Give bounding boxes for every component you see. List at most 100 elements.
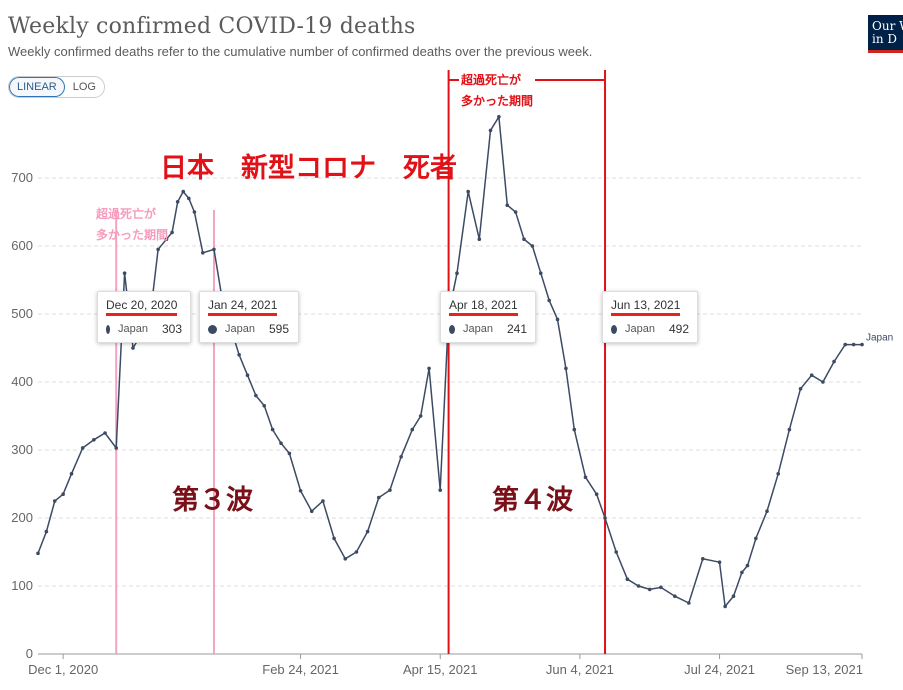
data-point <box>354 550 359 554</box>
data-point <box>92 438 96 442</box>
chart-subtitle: Weekly confirmed deaths refer to the cum… <box>8 44 593 59</box>
excess-pink-line2: 多かった期間 <box>96 228 169 242</box>
data-point <box>192 210 197 214</box>
data-point <box>776 472 781 476</box>
data-point <box>201 251 205 255</box>
data-point <box>170 230 174 235</box>
data-point <box>388 488 392 492</box>
annotation-wave4: 第４波 <box>492 485 573 516</box>
data-point <box>700 557 705 561</box>
data-point <box>740 570 744 575</box>
data-point <box>156 247 160 252</box>
annotation-excess-pink: 超過死亡が 多かった期間 <box>96 204 168 246</box>
x-tick-label: Sep 13, 2021 <box>786 662 863 677</box>
data-point <box>262 404 267 408</box>
data-point <box>765 509 769 513</box>
data-point <box>80 446 85 450</box>
excess-pink-line1: 超過死亡が <box>96 207 157 221</box>
log-scale-button[interactable]: LOG <box>72 81 96 93</box>
excess-red-line2: 多かった期間 <box>461 94 534 108</box>
data-point <box>522 237 526 241</box>
y-tick-label: 400 <box>11 374 33 389</box>
data-point <box>538 271 543 276</box>
tooltip-value: 241 <box>506 322 527 336</box>
data-point <box>594 492 599 497</box>
data-point <box>298 489 303 493</box>
series-color-dot <box>611 324 617 334</box>
data-point <box>659 585 663 590</box>
data-point <box>832 359 836 364</box>
data-point <box>254 393 258 398</box>
data-point <box>237 353 241 357</box>
x-tick-label: Jun 4, 2021 <box>546 662 614 677</box>
tooltip-series: Japan <box>225 323 255 335</box>
tooltip-value: 595 <box>268 322 290 336</box>
data-point <box>343 557 348 561</box>
tooltip-jun-13: Jun 13, 2021 Japan 492 <box>602 291 698 343</box>
data-point <box>410 427 415 432</box>
series-color-dot <box>208 324 217 334</box>
data-point <box>270 427 275 432</box>
data-point <box>332 536 336 541</box>
series-end-label: Japan <box>866 333 893 344</box>
data-point <box>843 342 848 347</box>
x-tick-labels: Dec 1, 2020 Feb 24, 2021 Apr 15, 2021 Jun 4… <box>28 654 863 677</box>
logo-text-line2: in D <box>872 32 898 46</box>
data-point <box>787 427 792 432</box>
data-point <box>555 317 560 322</box>
data-point <box>245 373 250 378</box>
data-point <box>44 529 49 534</box>
data-point <box>181 189 186 194</box>
data-point <box>851 342 856 347</box>
series-line-japan[interactable] <box>37 114 862 609</box>
series-color-dot <box>106 324 110 334</box>
tooltip-date: Jun 13, 2021 <box>611 298 681 316</box>
tooltip-series: Japan <box>462 323 493 335</box>
tooltip-series: Japan <box>624 323 655 335</box>
data-point <box>513 210 518 214</box>
data-point <box>187 196 191 201</box>
data-point <box>365 529 370 534</box>
data-point <box>745 563 750 568</box>
data-point <box>572 427 577 432</box>
series-color-dot <box>449 324 455 334</box>
data-point <box>547 298 551 303</box>
annotation-excess-red: 超過死亡が 多かった期間 <box>459 70 536 112</box>
y-tick-label: 100 <box>11 578 33 593</box>
data-point <box>798 387 803 391</box>
x-tick-label: Dec 1, 2020 <box>28 662 98 677</box>
data-point <box>821 380 825 384</box>
tooltip-date: Apr 18, 2021 <box>449 298 518 316</box>
tooltip-value: 303 <box>161 322 182 336</box>
data-point <box>399 455 403 459</box>
excess-red-line1: 超過死亡が <box>461 73 522 87</box>
data-point <box>603 516 607 520</box>
tooltip-date: Dec 20, 2020 <box>106 298 178 316</box>
data-point <box>583 475 588 480</box>
data-point <box>455 271 459 276</box>
x-tick-label: Feb 24, 2021 <box>262 662 339 677</box>
data-point <box>505 203 510 207</box>
data-point <box>287 451 292 456</box>
data-point <box>754 536 758 541</box>
data-point <box>427 366 431 371</box>
tooltip-dec-20: Dec 20, 2020 Japan 303 <box>97 291 191 343</box>
owid-logo[interactable]: Our W in D <box>868 15 903 53</box>
tooltip-series: Japan <box>117 323 148 335</box>
data-point <box>614 550 618 554</box>
data-point <box>103 431 107 435</box>
y-tick-label: 0 <box>26 646 33 661</box>
linear-scale-button[interactable]: LINEAR <box>9 77 65 97</box>
data-point <box>61 492 65 497</box>
y-tick-label: 300 <box>11 442 33 457</box>
data-point <box>477 237 482 241</box>
data-point <box>723 604 727 609</box>
data-point <box>466 189 470 194</box>
data-point <box>625 577 630 581</box>
tooltip-apr-18: Apr 18, 2021 Japan 241 <box>440 291 536 343</box>
data-point <box>309 509 314 513</box>
data-point <box>497 115 501 119</box>
data-point <box>114 446 119 450</box>
annotation-wave3: 第３波 <box>172 485 253 516</box>
